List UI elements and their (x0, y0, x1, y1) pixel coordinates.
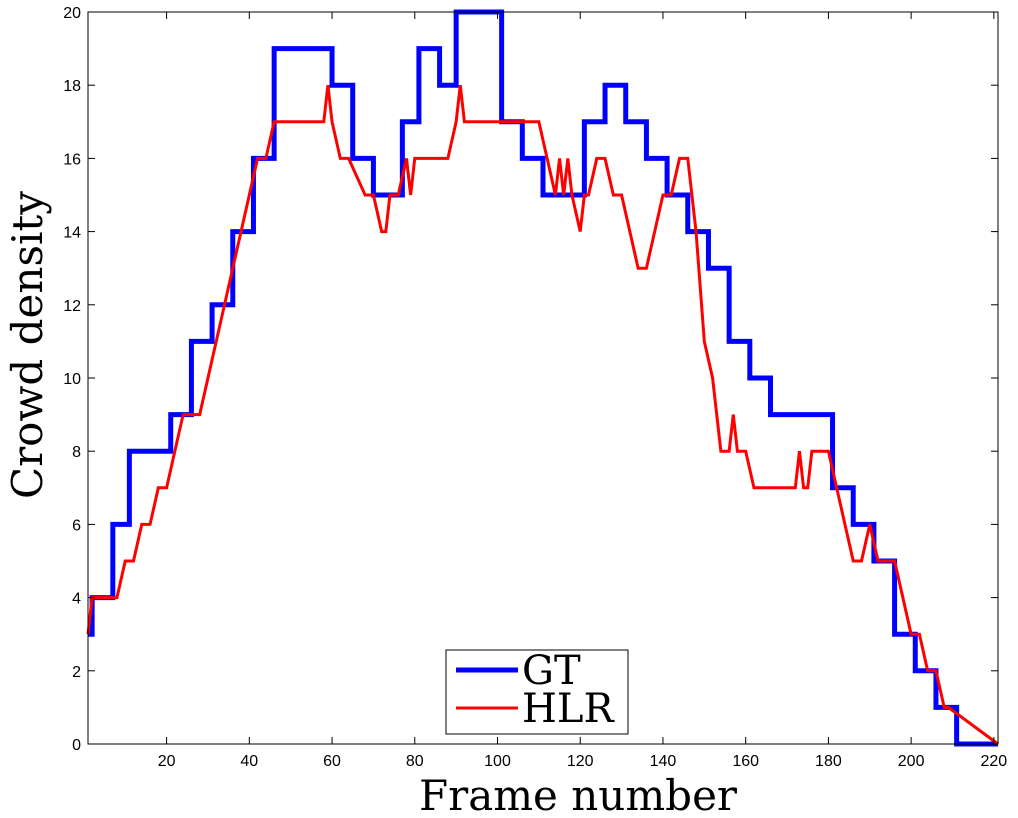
y-tick-label: 18 (63, 78, 81, 95)
x-tick-label: 140 (650, 753, 677, 770)
x-tick-label: 200 (898, 753, 925, 770)
y-tick-label: 10 (63, 371, 81, 388)
y-tick-label: 14 (63, 225, 81, 242)
x-tick-label: 100 (484, 753, 511, 770)
x-tick-label: 160 (732, 753, 759, 770)
x-tick-label: 60 (323, 753, 341, 770)
series-line-gt (88, 9, 998, 747)
legend-label-gt: GT (522, 648, 581, 694)
y-tick-label: 12 (63, 298, 81, 315)
y-tick-label: 20 (63, 5, 81, 22)
x-tick-label: 220 (981, 753, 1008, 770)
series-layer (86, 9, 999, 747)
y-axis-title: Crowd density (3, 191, 52, 499)
axes-layer: 20 40 60 80 100 120 140 160 180 200 220 0 2 4 6 8 10 12 14… (63, 5, 1007, 770)
y-tick-label: 4 (72, 591, 81, 608)
y-tick-label: 2 (72, 664, 81, 681)
x-axis-title: Frame number (419, 771, 738, 818)
y-tick-label: 0 (72, 737, 81, 754)
x-tick-label: 120 (567, 753, 594, 770)
x-tick-label: 180 (815, 753, 842, 770)
legend-label-hlr: HLR (522, 686, 615, 732)
series-line-hlr (86, 85, 999, 746)
y-tick-label: 6 (72, 517, 81, 534)
x-tick-label: 20 (158, 753, 176, 770)
y-tick-label: 8 (72, 444, 81, 461)
legend-box (445, 649, 629, 735)
y-tick-label: 16 (63, 151, 81, 168)
x-tick-label: 80 (406, 753, 424, 770)
x-tick-label: 40 (240, 753, 258, 770)
